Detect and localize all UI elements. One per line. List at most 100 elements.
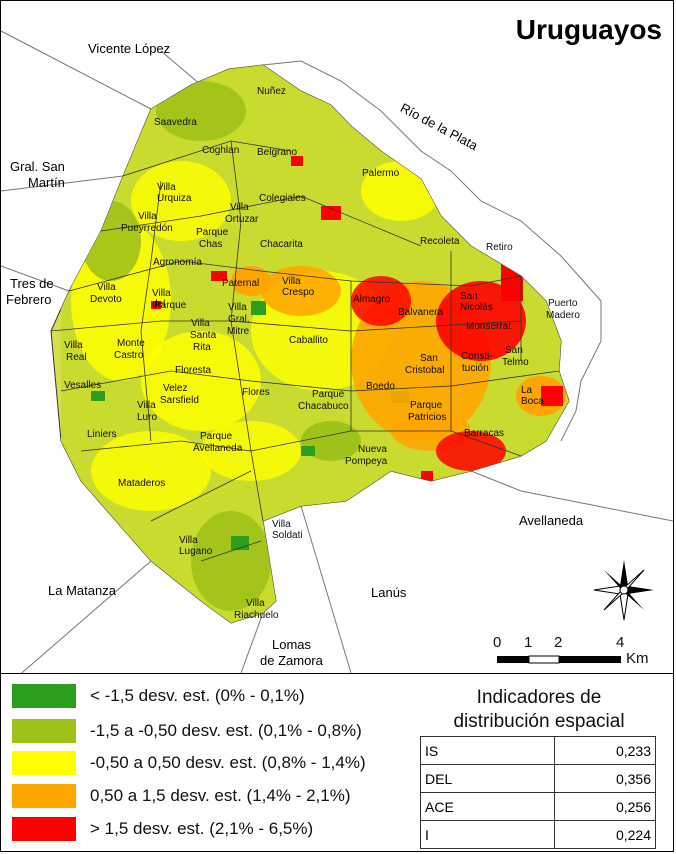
province-boundaries bbox=[1, 30, 673, 673]
indicators-table: IS 0,233 DEL 0,356 ACE 0,256 I 0,224 bbox=[420, 736, 656, 849]
label-parque-patricios-1: Parque bbox=[410, 400, 443, 411]
scale-tick-4: 4 bbox=[616, 634, 625, 651]
label-nueva-pompeya-1: Nueva bbox=[358, 444, 387, 455]
label-palermo: Palermo bbox=[362, 168, 400, 179]
label-nueva-pompeya-2: Pompeya bbox=[345, 456, 388, 467]
label-chacarita: Chacarita bbox=[260, 239, 303, 250]
label-san-cristobal-2: Cristobal bbox=[405, 365, 445, 376]
label-villa-santa-rita-2: Santa bbox=[190, 330, 217, 341]
label-lomas-1: Lomas bbox=[272, 637, 312, 652]
label-saavedra: Saavedra bbox=[154, 117, 197, 128]
label-parque-chas-2: Chas bbox=[199, 239, 223, 250]
label-villa-lugano: Villa Lugano bbox=[179, 535, 213, 557]
label-belgrano: Belgrano bbox=[257, 147, 298, 158]
barrio-boundaries bbox=[50, 140, 560, 562]
legend-item: < -1,5 desv. est. (0% - 0,1%) bbox=[12, 683, 305, 709]
indicators-title-line1: Indicadores de bbox=[476, 687, 602, 708]
label-puerto-madero-2: Madero bbox=[546, 310, 580, 321]
scale-tick-0: 0 bbox=[493, 634, 502, 651]
label-parque-chas-1: Parque bbox=[196, 227, 229, 238]
label-villa-santa-rita-1: Villa bbox=[191, 318, 210, 329]
north-arrow-icon bbox=[593, 560, 654, 621]
label-constitucion-2: tución bbox=[462, 363, 489, 374]
label-villa-real-2: Real bbox=[66, 352, 87, 363]
label-flores: Flores bbox=[242, 387, 270, 398]
legend-label: 0,50 a 1,5 desv. est. (1,4% - 2,1%) bbox=[90, 786, 351, 805]
label-monte-castro-1: Monte bbox=[117, 338, 145, 349]
label-boedo: Boedo bbox=[366, 381, 395, 392]
label-vicente-lopez: Vicente López bbox=[88, 41, 171, 56]
legend-swatch bbox=[12, 684, 76, 708]
indicator-value: 0,256 bbox=[554, 792, 656, 821]
indicator-value: 0,356 bbox=[554, 764, 656, 793]
legend-swatch bbox=[12, 817, 76, 841]
label-villa-luro-1: Villa bbox=[137, 400, 156, 411]
label-san-telmo-1: San bbox=[505, 345, 523, 356]
label-villa-del-parque-2: Parque bbox=[154, 300, 187, 311]
label-gral-san-martin-1: Gral. San bbox=[10, 159, 65, 174]
label-parque-avellaneda-2: Avellaneda bbox=[193, 443, 243, 454]
label-san-nicolas: San Nicolás bbox=[460, 291, 493, 313]
indicator-name: DEL bbox=[420, 764, 555, 793]
indicator-value: 0,224 bbox=[554, 820, 656, 849]
label-villa-devoto-2: Devoto bbox=[90, 294, 122, 305]
label-parque-avellaneda-1: Parque bbox=[200, 431, 233, 442]
label-monte-castro-2: Castro bbox=[114, 350, 144, 361]
label-san-telmo-2: Telmo bbox=[502, 357, 529, 368]
label-villa-crespo: Villa Crespo bbox=[282, 276, 315, 298]
legend-item: 0,50 a 1,5 desv. est. (1,4% - 2,1%) bbox=[12, 783, 351, 809]
indicator-name: IS bbox=[420, 736, 555, 765]
legend-item: -0,50 a 0,50 desv. est. (0,8% - 1,4%) bbox=[12, 750, 366, 776]
label-retiro: Retiro bbox=[486, 242, 513, 253]
label-villa-luro-2: Luro bbox=[137, 412, 158, 423]
legend-label: > 1,5 desv. est. (2,1% - 6,5%) bbox=[90, 819, 314, 838]
label-coghlan: Coghlan bbox=[202, 145, 240, 156]
map-title: Uruguayos bbox=[515, 14, 662, 45]
label-avellaneda: Avellaneda bbox=[519, 513, 584, 528]
scale-bar bbox=[497, 655, 621, 664]
label-gral-san-martin-2: Martín bbox=[28, 175, 65, 190]
legend-swatch bbox=[12, 719, 76, 743]
label-constitucion-1: Consti- bbox=[461, 351, 493, 362]
legend-label: < -1,5 desv. est. (0% - 0,1%) bbox=[90, 686, 305, 705]
label-villa-urquiza: Villa Urquiza bbox=[157, 182, 192, 204]
label-colegiales: Colegiales bbox=[259, 193, 306, 204]
coastline bbox=[262, 60, 602, 442]
label-villa-ortuzar-2: Ortuzar bbox=[225, 214, 259, 225]
label-tres-de-febrero-1: Tres de bbox=[10, 276, 54, 291]
scale-tick-2: 2 bbox=[554, 634, 563, 651]
label-agronomia: Agronomía bbox=[153, 257, 202, 268]
label-lomas-2: de Zamora bbox=[260, 653, 323, 668]
label-parque-chacabuco-1: Parque bbox=[312, 389, 345, 400]
label-villa-pueyrredon-2: Pueyrredón bbox=[121, 223, 173, 234]
label-velez-sarsfield-2: Sarsfield bbox=[160, 395, 199, 406]
label-villa-soldati: Villa Soldati bbox=[272, 519, 303, 541]
label-liniers: Liniers bbox=[87, 429, 117, 440]
label-velez-sarsfield-1: Velez bbox=[163, 383, 188, 394]
label-san-cristobal-1: San bbox=[420, 353, 438, 364]
legend-item: -1,5 a -0,50 desv. est. (0,1% - 0,8%) bbox=[12, 718, 362, 744]
label-almagro: Almagro bbox=[353, 294, 391, 305]
label-villa-del-parque-1: Villa del bbox=[152, 288, 171, 310]
label-la-boca: La Boca bbox=[521, 385, 544, 407]
label-villa-gral-mitre-2: Gral. bbox=[228, 314, 250, 325]
legend-label: -0,50 a 0,50 desv. est. (0,8% - 1,4%) bbox=[90, 753, 366, 772]
table-row: IS 0,233 bbox=[420, 736, 656, 765]
label-barracas: Barracas bbox=[464, 428, 505, 439]
label-villa-santa-rita-3: Rita bbox=[193, 342, 211, 353]
label-parque-chacabuco-2: Chacabuco bbox=[298, 401, 349, 412]
legend-swatch bbox=[12, 784, 76, 808]
label-villa-riachuelo-1: Villa bbox=[246, 598, 265, 609]
choropleth-map bbox=[1, 30, 673, 673]
label-lanus: Lanús bbox=[371, 585, 407, 600]
label-villa-devoto-1: Villa bbox=[97, 282, 116, 293]
label-caballito: Caballito bbox=[289, 335, 328, 346]
label-balvanera: Balvanera bbox=[398, 307, 444, 318]
label-mataderos: Mataderos bbox=[118, 478, 166, 489]
label-villa-gral-mitre-1: Villa bbox=[228, 302, 247, 313]
table-row: ACE 0,256 bbox=[420, 792, 656, 821]
scale-unit: Km bbox=[626, 650, 649, 667]
legend-swatch bbox=[12, 751, 76, 775]
label-paternal: Paternal bbox=[222, 278, 260, 289]
